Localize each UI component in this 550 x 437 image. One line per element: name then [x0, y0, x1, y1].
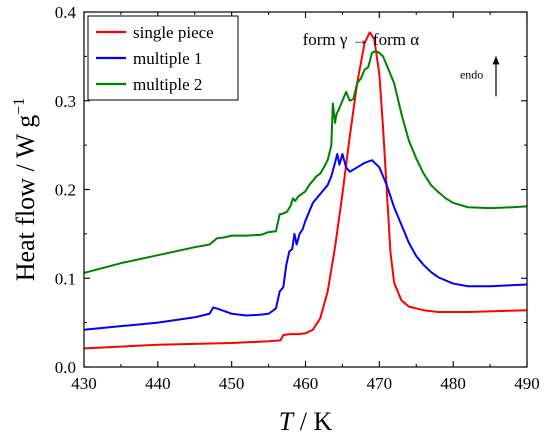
y-tick-label: 0.3	[55, 92, 76, 111]
x-axis-unit: / K	[293, 407, 332, 436]
series-line-single-piece	[83, 31, 528, 350]
y-axis-exponent: −1	[11, 98, 28, 115]
transition-annotation: form γ → form α	[303, 30, 420, 49]
y-axis-text: Heat flow / W g	[11, 115, 40, 282]
endo-arrow-head	[492, 56, 500, 65]
y-tick-label: 0.4	[55, 3, 77, 22]
x-axis-variable: T	[279, 407, 295, 436]
y-tick-label: 0.2	[55, 181, 76, 200]
y-tick-label: 0.1	[55, 269, 76, 288]
x-tick-label: 460	[293, 374, 319, 393]
x-tick-label: 480	[440, 374, 466, 393]
y-axis-title: Heat flow / W g−1	[11, 98, 40, 282]
x-tick-label: 430	[71, 374, 97, 393]
legend-label: multiple 2	[133, 75, 202, 94]
x-axis-title: T / K	[279, 407, 333, 436]
x-tick-label: 470	[367, 374, 393, 393]
legend: single piece multiple 1 multiple 2	[87, 15, 239, 101]
y-tick-label: 0.0	[55, 358, 76, 377]
series-layer	[83, 31, 528, 350]
endo-arrow-icon	[492, 56, 500, 97]
endo-label: endo	[460, 68, 483, 82]
legend-label: single piece	[133, 23, 214, 42]
tick-layer: 430 440 450 460 470 480 490 0.0 0.1 0.2 0.3 0.4	[55, 3, 540, 393]
x-tick-label: 450	[219, 374, 245, 393]
x-tick-label: 440	[145, 374, 171, 393]
series-line-multiple-1	[83, 153, 528, 331]
x-tick-label: 490	[514, 374, 540, 393]
series-line-multiple-2	[83, 50, 528, 274]
plot-frame	[83, 11, 528, 368]
legend-label: multiple 1	[133, 49, 202, 68]
